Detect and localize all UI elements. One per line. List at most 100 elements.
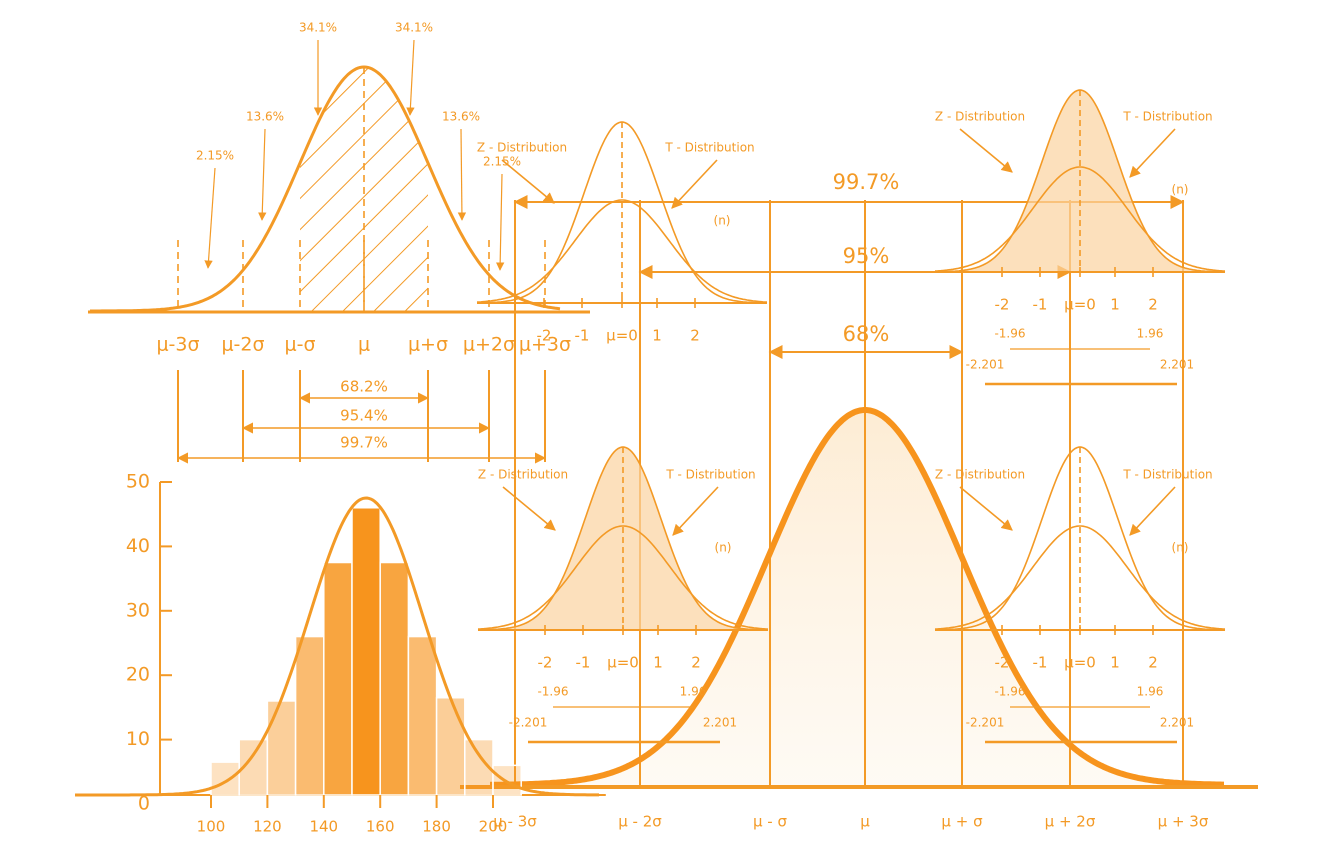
t-curve [934, 166, 1226, 272]
range-label: 68% [843, 322, 890, 346]
panel-tick-label: 2 [1148, 296, 1158, 314]
panel-tick-label: 1 [653, 654, 663, 672]
panel-tick-label: -1 [1033, 654, 1048, 672]
t-label: T - Distribution [1122, 110, 1212, 124]
top-axis-label: μ-σ [285, 334, 316, 356]
panel-tick-label: 1 [1110, 654, 1120, 672]
main-axis-label: μ + 2σ [1045, 813, 1096, 831]
t-label: T - Distribution [1122, 468, 1212, 482]
z-arrow [501, 159, 555, 204]
bar [492, 764, 522, 796]
t-arrow [1129, 486, 1176, 536]
range-label: 95% [843, 244, 890, 268]
ci-label: -2.201 [966, 358, 1005, 372]
ci-label: -1.96 [994, 327, 1025, 341]
bar [351, 507, 381, 796]
panel-tick-label: -1 [575, 327, 590, 345]
top-axis-label: μ+3σ [519, 334, 571, 356]
hist-curve [75, 496, 599, 797]
y-tick-label: 10 [126, 728, 150, 750]
top-curve [90, 65, 561, 313]
panel-tick-label: 1 [652, 327, 662, 345]
percent-arrow [258, 128, 267, 221]
main-axis-label: μ - 3σ [493, 813, 537, 831]
percent-arrow [204, 167, 216, 269]
t-curve [476, 199, 768, 303]
panel-tick-label: -1 [1033, 296, 1048, 314]
ci-label: 2.201 [703, 716, 737, 730]
percent-label: 34.1% [395, 21, 433, 35]
percent-label: 13.6% [246, 110, 284, 124]
panel-tick-label: -2 [995, 654, 1010, 672]
ci-label: -2.201 [966, 716, 1005, 730]
panel-tick-label: 2 [691, 654, 701, 672]
percent-arrow [406, 39, 415, 116]
n-label: (n) [714, 214, 731, 228]
t-arrow [672, 486, 719, 536]
panel-tick-label: μ=0 [1064, 296, 1096, 314]
x-tick-label: 140 [309, 818, 338, 836]
panel-tick-label: 2 [1148, 654, 1158, 672]
ci-label: -2.201 [509, 716, 548, 730]
bar [210, 761, 240, 796]
x-tick-label: 160 [366, 818, 395, 836]
top-axis-label: μ+2σ [463, 334, 515, 356]
t-label: T - Distribution [664, 141, 754, 155]
main-axis-label: μ + σ [941, 813, 983, 831]
main-axis-label: μ + 3σ [1158, 813, 1209, 831]
x-tick-label: 180 [422, 818, 451, 836]
t-arrow [1129, 128, 1176, 178]
x-tick-label: 120 [253, 818, 282, 836]
panel-tick-label: μ=0 [1064, 654, 1096, 672]
top-axis-label: μ+σ [408, 334, 448, 356]
panel-tick-label: 1 [1110, 296, 1120, 314]
panel-tick-label: 2 [690, 327, 700, 345]
panel-tick-label: -2 [537, 327, 552, 345]
x-tick-label: 100 [197, 818, 226, 836]
top-axis-label: μ-3σ [156, 334, 199, 356]
ci-label: 2.201 [1160, 716, 1194, 730]
main-curve [490, 407, 1224, 788]
panel-tick-label: μ=0 [607, 654, 639, 672]
percent-arrow [495, 173, 505, 271]
bar [266, 700, 297, 796]
bar [379, 561, 410, 796]
range-label: 68.2% [340, 378, 388, 396]
bar [435, 696, 466, 796]
ci-label: 1.96 [680, 685, 707, 699]
t-curve [934, 525, 1226, 630]
range-label: 99.7% [340, 434, 388, 452]
percent-arrow [457, 128, 467, 221]
t-curve [477, 525, 769, 630]
ci-label: 1.96 [1137, 327, 1164, 341]
bar [294, 635, 325, 796]
z-label: Z - Distribution [935, 110, 1025, 124]
z-label: Z - Distribution [935, 468, 1025, 482]
range-label: 99.7% [833, 170, 900, 194]
x-tick-label: 200 [479, 818, 508, 836]
range-label: 95.4% [340, 407, 388, 425]
bar [407, 635, 438, 796]
top-axis-label: μ-2σ [221, 334, 264, 356]
panel-tick-label: μ=0 [606, 327, 638, 345]
z-label: Z - Distribution [478, 468, 568, 482]
main-axis-label: μ - 2σ [618, 813, 662, 831]
y-tick-label: 20 [126, 664, 150, 686]
z-label: Z - Distribution [477, 141, 567, 155]
n-label: (n) [1172, 541, 1189, 555]
n-label: (n) [715, 541, 732, 555]
percent-label: 2.15% [196, 149, 234, 163]
top-axis-label: μ [358, 334, 370, 356]
ci-label: 1.96 [1137, 685, 1164, 699]
main-axis-label: μ - σ [753, 813, 787, 831]
panel-tick-label: -1 [576, 654, 591, 672]
bar [323, 561, 353, 796]
t-label: T - Distribution [665, 468, 755, 482]
ci-label: -1.96 [537, 685, 568, 699]
z-arrow [502, 486, 556, 531]
y-tick-label: 50 [126, 471, 150, 493]
y-tick-label: 30 [126, 599, 150, 621]
percent-label: 2.15% [483, 155, 521, 169]
